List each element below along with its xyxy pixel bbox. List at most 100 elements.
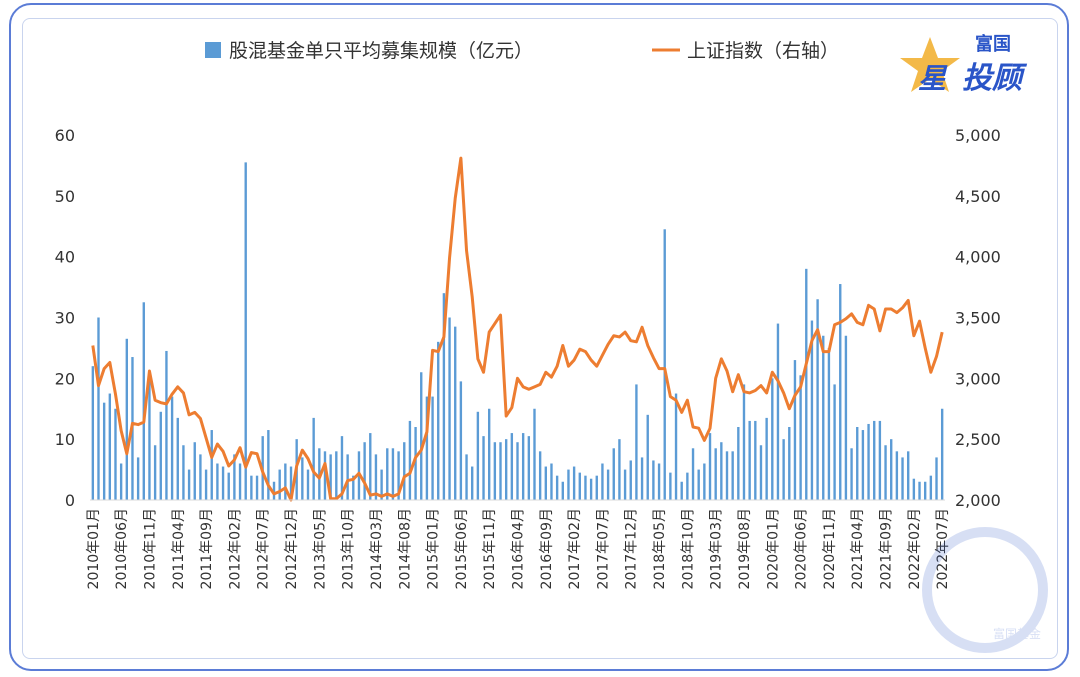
bar (827, 347, 831, 500)
x-tick-label: 2010年01月 (86, 508, 102, 589)
bar (267, 430, 270, 500)
bar (646, 414, 649, 500)
bar (703, 463, 706, 500)
bar (193, 442, 196, 500)
bar (895, 451, 899, 500)
bar (873, 420, 876, 500)
x-tick-label: 2012年12月 (284, 508, 300, 589)
bar (720, 442, 723, 500)
bar (714, 448, 717, 500)
left-tick-label: 40 (55, 248, 75, 267)
bar (788, 427, 791, 500)
bar (606, 469, 610, 500)
bar (97, 317, 100, 500)
watermark: 富国基金 (922, 527, 1048, 653)
bar (482, 436, 485, 501)
x-tick-label: 2014年03月 (369, 508, 385, 589)
x-tick-label: 2016年04月 (511, 508, 527, 589)
bar (822, 335, 825, 500)
watermark-circle (922, 527, 1048, 653)
bar (601, 463, 604, 500)
bar (782, 439, 785, 500)
bar (816, 299, 819, 500)
right-tick-label: 3,500 (955, 309, 1001, 328)
bar (686, 472, 689, 501)
right-tick-label: 4,000 (955, 248, 1001, 267)
bar (420, 372, 423, 500)
bar (544, 466, 547, 500)
bar (748, 420, 751, 500)
bar (652, 460, 655, 500)
bar (578, 472, 581, 501)
left-tick-label: 30 (55, 309, 75, 328)
line-series (91, 156, 944, 502)
x-tick-label: 2011年09月 (199, 508, 215, 589)
bar (386, 448, 389, 500)
bar (142, 302, 145, 500)
x-tick-label: 2022年07月 (935, 508, 951, 589)
bar (125, 338, 128, 500)
right-axis: 2,000 2,500 3,000 3,500 4,000 4,500 5,000 (955, 126, 1001, 510)
left-tick-label: 0 (65, 491, 75, 510)
bar (940, 408, 944, 500)
bar (663, 229, 666, 501)
x-tick-label: 2012年02月 (227, 508, 243, 589)
bar (369, 433, 372, 500)
bar (312, 417, 315, 501)
left-tick-label: 10 (55, 430, 75, 449)
brand-line2: 投顾 (962, 61, 1028, 96)
bar (363, 442, 366, 500)
bar (669, 472, 672, 501)
bar (465, 454, 468, 501)
bar (516, 442, 519, 500)
bar (102, 402, 106, 500)
bar (555, 475, 559, 500)
bar (250, 475, 253, 500)
bar (159, 411, 162, 500)
bar (550, 463, 553, 500)
bar (289, 466, 293, 500)
bar (725, 451, 729, 500)
bar (499, 442, 502, 500)
left-tick-label: 20 (55, 369, 75, 388)
x-tick-label: 2020年06月 (794, 508, 810, 589)
bar (221, 466, 225, 500)
bar (380, 469, 383, 500)
bar (844, 335, 848, 500)
bar (91, 366, 95, 500)
bar (839, 284, 842, 500)
inner-frame (22, 18, 1058, 659)
bar (618, 439, 621, 500)
watermark-text: 富国基金 (993, 626, 1041, 641)
bar (635, 384, 638, 500)
bar (771, 378, 774, 500)
bar (504, 439, 508, 500)
bar (527, 436, 531, 501)
brand-star-char: 星 (918, 62, 948, 95)
bar (301, 457, 304, 500)
bar (374, 454, 378, 501)
bar (793, 360, 797, 500)
bar (493, 442, 497, 500)
bar (538, 451, 542, 500)
x-tick-label: 2020年01月 (765, 508, 781, 589)
bar (306, 469, 310, 500)
bar (255, 475, 259, 500)
right-tick-label: 2,000 (955, 491, 1001, 510)
right-tick-label: 3,000 (955, 369, 1001, 388)
bar (233, 454, 236, 501)
bar (567, 469, 570, 500)
bar (595, 475, 598, 500)
bar (923, 481, 927, 500)
x-tick-label: 2018年10月 (680, 508, 696, 589)
bar (737, 427, 740, 500)
bar (640, 457, 644, 500)
bar (584, 475, 587, 500)
bar (935, 457, 938, 500)
bar (454, 326, 457, 501)
bar (114, 408, 117, 500)
bar (884, 445, 887, 500)
bar (448, 317, 451, 500)
bar (878, 420, 882, 500)
bar (108, 393, 112, 500)
